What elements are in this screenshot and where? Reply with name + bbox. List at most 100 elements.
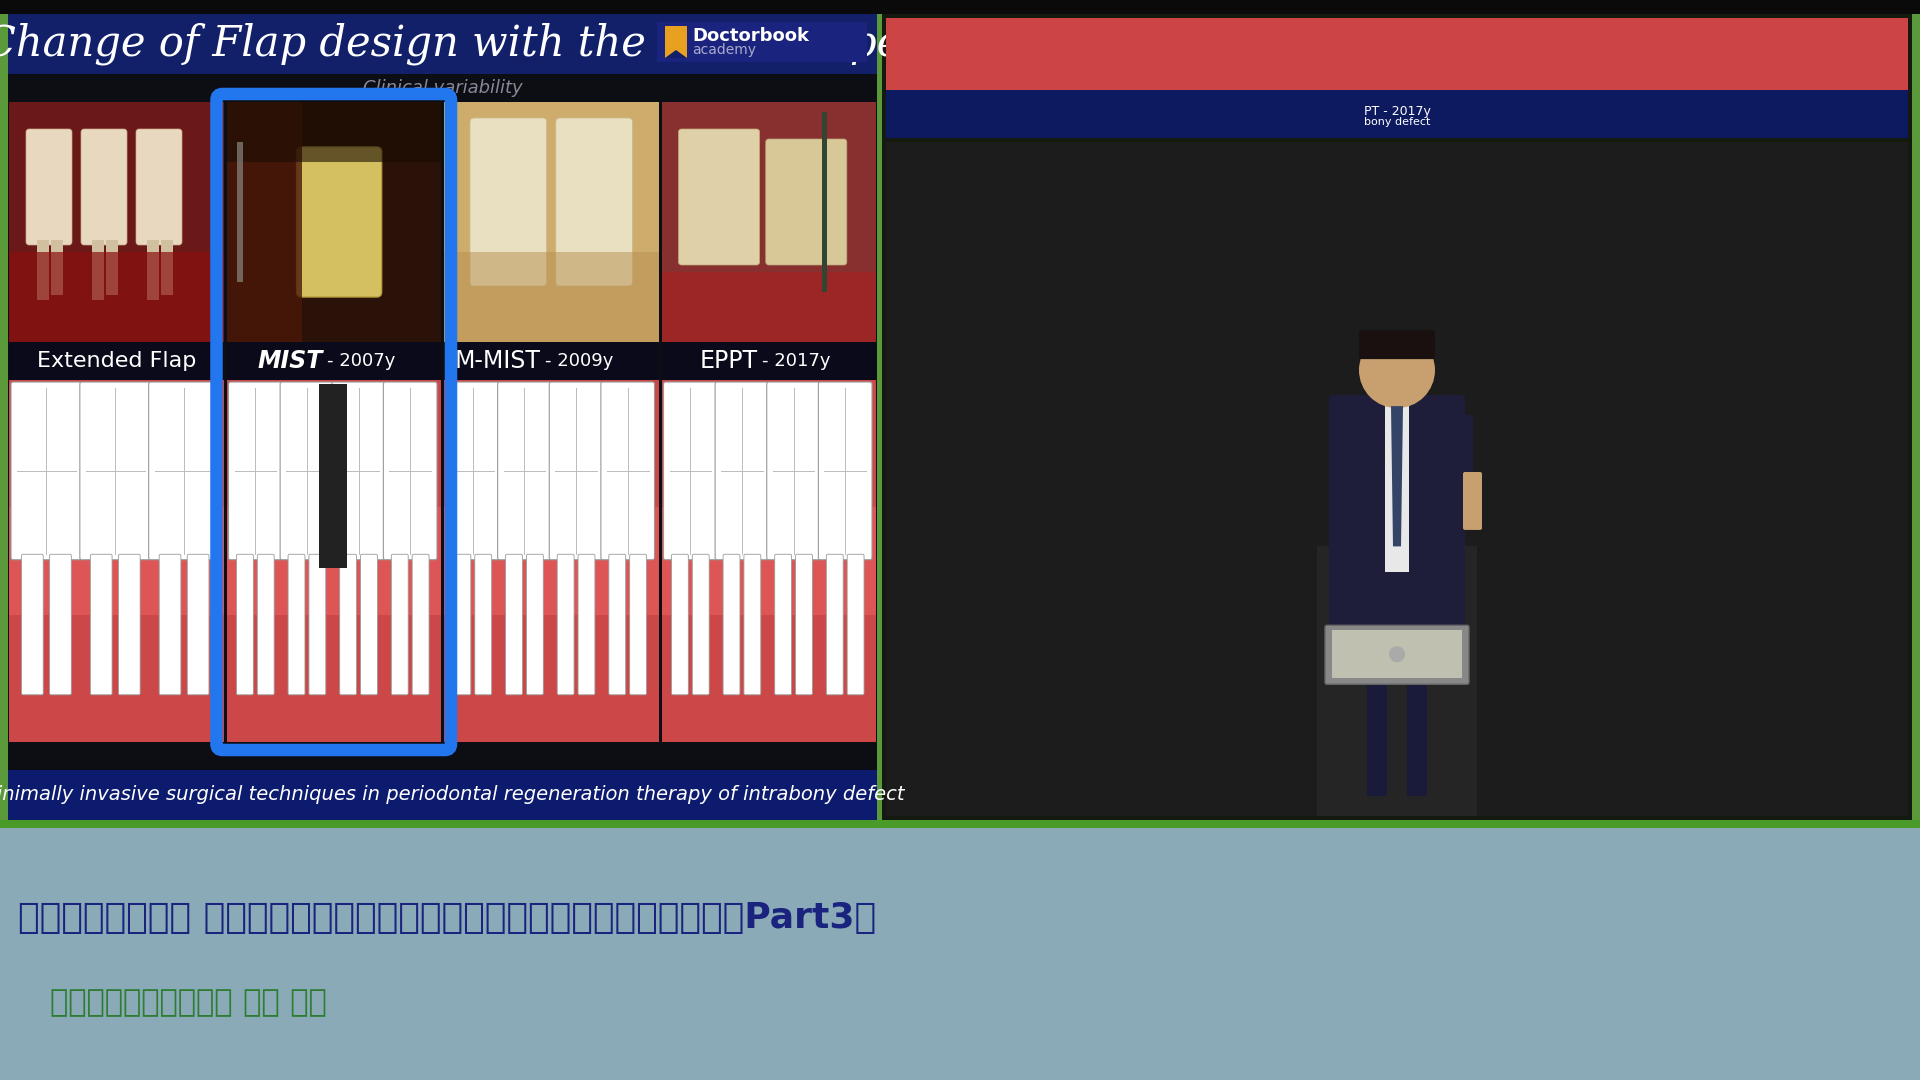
Bar <box>1332 631 1461 678</box>
FancyBboxPatch shape <box>12 382 83 559</box>
FancyBboxPatch shape <box>296 147 382 297</box>
Bar <box>444 380 659 742</box>
Bar <box>444 102 659 342</box>
Text: Doctorbook: Doctorbook <box>691 27 808 45</box>
FancyBboxPatch shape <box>672 554 689 694</box>
FancyBboxPatch shape <box>392 554 409 694</box>
FancyBboxPatch shape <box>678 129 760 265</box>
Bar <box>227 507 442 616</box>
FancyBboxPatch shape <box>361 554 378 694</box>
FancyBboxPatch shape <box>724 554 739 694</box>
Bar <box>0 820 1920 828</box>
Bar <box>227 102 442 162</box>
Bar <box>885 18 1908 138</box>
FancyBboxPatch shape <box>1325 625 1469 685</box>
FancyBboxPatch shape <box>257 554 275 694</box>
FancyBboxPatch shape <box>578 554 595 694</box>
Bar <box>8 75 877 102</box>
FancyBboxPatch shape <box>50 554 71 694</box>
Bar <box>662 102 876 342</box>
FancyBboxPatch shape <box>228 382 282 559</box>
FancyBboxPatch shape <box>601 382 655 559</box>
Bar <box>36 240 50 300</box>
FancyBboxPatch shape <box>188 554 209 694</box>
Bar <box>657 22 868 62</box>
FancyBboxPatch shape <box>474 554 492 694</box>
FancyBboxPatch shape <box>609 554 626 694</box>
Text: - 2007y: - 2007y <box>326 352 396 370</box>
Bar <box>662 272 876 342</box>
Text: 山口歯科医院　　山口 文譽 先生: 山口歯科医院 山口 文譽 先生 <box>50 988 326 1017</box>
Polygon shape <box>1390 406 1404 546</box>
Text: EPPT: EPPT <box>701 349 758 373</box>
Text: M-MIST: M-MIST <box>455 349 541 373</box>
FancyBboxPatch shape <box>526 554 543 694</box>
FancyBboxPatch shape <box>714 382 768 559</box>
FancyBboxPatch shape <box>445 382 499 559</box>
Bar <box>161 240 173 295</box>
Bar <box>444 102 659 342</box>
Text: bony defect: bony defect <box>1363 117 1430 127</box>
Bar <box>822 112 828 292</box>
FancyBboxPatch shape <box>288 554 305 694</box>
Bar <box>8 770 877 820</box>
Bar <box>236 141 242 282</box>
Bar <box>92 240 104 300</box>
FancyBboxPatch shape <box>497 382 551 559</box>
FancyBboxPatch shape <box>557 554 574 694</box>
Bar <box>319 384 348 568</box>
FancyBboxPatch shape <box>818 382 872 559</box>
Text: Change of Flap design with the microscope: Change of Flap design with the microscop… <box>0 23 900 65</box>
Text: PT - 2017y: PT - 2017y <box>1363 105 1430 118</box>
FancyBboxPatch shape <box>505 554 522 694</box>
FancyBboxPatch shape <box>826 554 843 694</box>
Bar <box>444 507 659 616</box>
FancyBboxPatch shape <box>693 554 708 694</box>
Bar <box>662 102 876 342</box>
FancyBboxPatch shape <box>148 382 219 559</box>
Text: Clinical variability: Clinical variability <box>363 79 522 97</box>
FancyBboxPatch shape <box>453 554 470 694</box>
Bar <box>148 240 159 300</box>
FancyBboxPatch shape <box>90 554 111 694</box>
Bar <box>10 252 223 342</box>
Bar <box>10 380 223 742</box>
FancyBboxPatch shape <box>555 118 632 286</box>
Bar <box>885 90 1908 138</box>
Bar <box>106 240 117 295</box>
Bar <box>444 342 659 380</box>
Text: academy: academy <box>691 43 756 57</box>
Text: Extended Flap: Extended Flap <box>36 351 196 372</box>
Bar <box>227 102 301 342</box>
Bar <box>52 240 63 295</box>
FancyBboxPatch shape <box>664 382 718 559</box>
Text: 歯周組織再生療法 マイクロサージェリーによる進化（垂直性骨欠損編）【Part3】: 歯周組織再生療法 マイクロサージェリーによる進化（垂直性骨欠損編）【Part3】 <box>17 901 876 935</box>
Bar <box>10 507 223 616</box>
Bar <box>662 380 876 742</box>
Bar <box>664 26 687 58</box>
Bar <box>1317 546 1476 816</box>
Bar <box>885 141 1908 816</box>
Bar <box>662 342 876 380</box>
Circle shape <box>1388 646 1405 662</box>
Bar <box>227 342 442 380</box>
Bar <box>885 18 1908 90</box>
Bar <box>10 102 223 342</box>
Bar <box>662 507 876 616</box>
Text: - 2009y: - 2009y <box>545 352 612 370</box>
Bar <box>227 380 442 742</box>
Bar <box>444 252 659 342</box>
FancyBboxPatch shape <box>470 118 547 286</box>
FancyBboxPatch shape <box>1329 395 1465 658</box>
Bar <box>8 14 877 75</box>
FancyBboxPatch shape <box>27 129 73 245</box>
FancyBboxPatch shape <box>630 554 647 694</box>
FancyBboxPatch shape <box>766 139 847 265</box>
Bar <box>1407 627 1427 796</box>
Bar <box>227 102 442 342</box>
FancyBboxPatch shape <box>119 554 140 694</box>
FancyBboxPatch shape <box>332 382 386 559</box>
Text: - 2017y: - 2017y <box>762 352 831 370</box>
Bar <box>8 14 877 820</box>
FancyBboxPatch shape <box>384 382 438 559</box>
